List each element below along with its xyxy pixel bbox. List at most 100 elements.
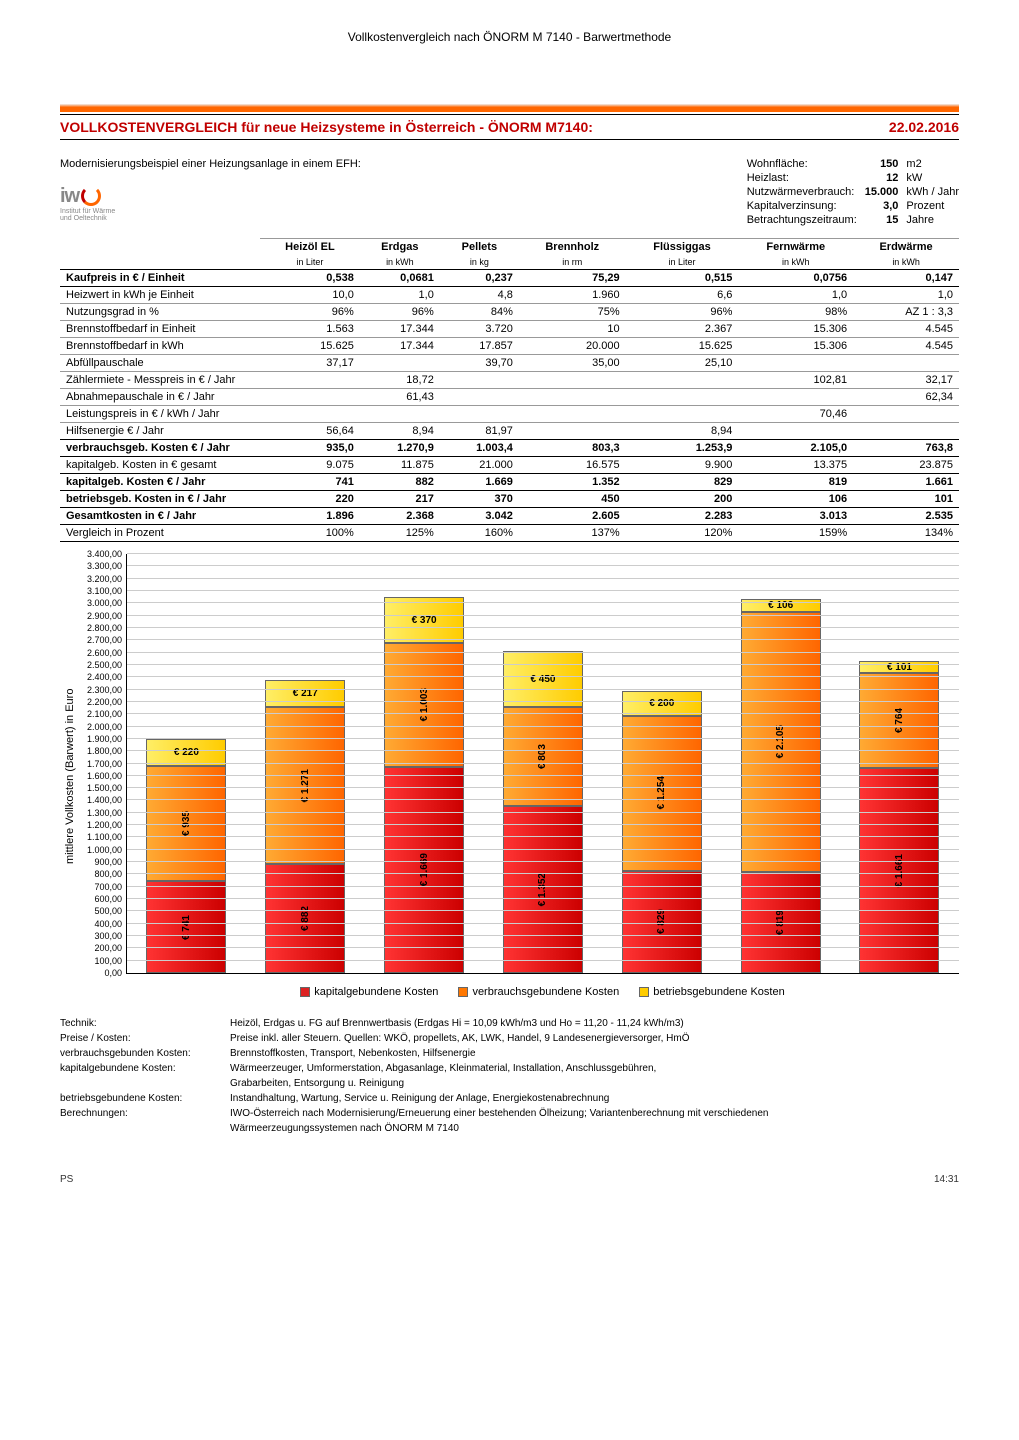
legend-item: verbrauchsgebundene Kosten bbox=[458, 986, 619, 998]
bar-segment-red: € 882 bbox=[265, 864, 345, 973]
note-label bbox=[60, 1123, 220, 1134]
table-cell bbox=[260, 406, 360, 423]
column-unit: in kWh bbox=[360, 255, 440, 270]
title-row: VOLLKOSTENVERGLEICH für neue Heizsysteme… bbox=[60, 114, 959, 140]
table-cell: 1.669 bbox=[440, 474, 519, 491]
grid-line bbox=[127, 726, 959, 727]
note-label: Preise / Kosten: bbox=[60, 1033, 220, 1044]
legend-label: verbrauchsgebundene Kosten bbox=[472, 986, 619, 998]
table-cell: 10,0 bbox=[260, 287, 360, 304]
row-label: Abnahmepauschale in € / Jahr bbox=[60, 389, 260, 406]
row-label: verbrauchsgeb. Kosten € / Jahr bbox=[60, 440, 260, 457]
table-cell: 220 bbox=[260, 491, 360, 508]
table-cell: 2.283 bbox=[626, 508, 739, 525]
table-cell: 11.875 bbox=[360, 457, 440, 474]
bar-value-label: € 450 bbox=[530, 674, 555, 685]
bar-value-label: € 1.003 bbox=[419, 688, 430, 721]
grid-line bbox=[127, 947, 959, 948]
table-cell: 125% bbox=[360, 525, 440, 542]
table-cell: 15.625 bbox=[626, 338, 739, 355]
y-tick-label: 1.700,00 bbox=[72, 759, 122, 769]
bar-segment-orange: € 1.003 bbox=[384, 643, 464, 767]
y-tick-label: 3.400,00 bbox=[72, 549, 122, 559]
bar-value-label: € 370 bbox=[412, 615, 437, 626]
y-tick-label: 2.700,00 bbox=[72, 635, 122, 645]
table-cell: 4,8 bbox=[440, 287, 519, 304]
legend-item: kapitalgebundene Kosten bbox=[300, 986, 438, 998]
y-tick-label: 1.400,00 bbox=[72, 795, 122, 805]
row-label: kapitalgeb. Kosten in € gesamt bbox=[60, 457, 260, 474]
note-label: Berechnungen: bbox=[60, 1108, 220, 1119]
grid-line bbox=[127, 898, 959, 899]
column-unit: in Liter bbox=[626, 255, 739, 270]
table-cell: 75% bbox=[519, 304, 626, 321]
table-cell bbox=[260, 372, 360, 389]
table-cell: 0,538 bbox=[260, 270, 360, 287]
bar-segment-yellow: € 106 bbox=[741, 599, 821, 612]
note-label bbox=[60, 1078, 220, 1089]
y-tick-label: 1.000,00 bbox=[72, 845, 122, 855]
table-cell: 0,147 bbox=[853, 270, 959, 287]
table-cell: 35,00 bbox=[519, 355, 626, 372]
table-cell: 803,3 bbox=[519, 440, 626, 457]
table-cell: 15.306 bbox=[738, 338, 853, 355]
table-cell: 17.344 bbox=[360, 321, 440, 338]
y-tick-label: 2.300,00 bbox=[72, 685, 122, 695]
table-row: Heizwert in kWh je Einheit10,01,04,81.96… bbox=[60, 287, 959, 304]
logo-swirl-icon bbox=[81, 186, 101, 206]
table-cell: 1.253,9 bbox=[626, 440, 739, 457]
bar-value-label: € 200 bbox=[649, 698, 674, 709]
y-tick-label: 3.100,00 bbox=[72, 586, 122, 596]
grid-line bbox=[127, 935, 959, 936]
table-cell: 84% bbox=[440, 304, 519, 321]
table-cell bbox=[360, 406, 440, 423]
table-cell: 0,0756 bbox=[738, 270, 853, 287]
meta-unit: kWh / Jahr bbox=[906, 186, 959, 198]
note-label: verbrauchsgebunden Kosten: bbox=[60, 1048, 220, 1059]
table-cell: 17.857 bbox=[440, 338, 519, 355]
table-cell: 450 bbox=[519, 491, 626, 508]
bar-group: € 1.661€ 764€ 101 bbox=[859, 661, 939, 973]
table-row: Abnahmepauschale in € / Jahr61,4362,34 bbox=[60, 389, 959, 406]
table-cell: 137% bbox=[519, 525, 626, 542]
grid-line bbox=[127, 799, 959, 800]
meta-label: Betrachtungszeitraum: bbox=[747, 214, 857, 226]
meta-value: 15.000 bbox=[865, 186, 899, 198]
table-cell bbox=[626, 389, 739, 406]
bar-value-label: € 1.254 bbox=[656, 776, 667, 809]
grid-line bbox=[127, 861, 959, 862]
grid-line bbox=[127, 627, 959, 628]
grid-line bbox=[127, 824, 959, 825]
meta-label: Wohnfläche: bbox=[747, 158, 857, 170]
table-cell: 15.625 bbox=[260, 338, 360, 355]
grid-line bbox=[127, 750, 959, 751]
bar-group: € 1.669€ 1.003€ 370 bbox=[384, 597, 464, 973]
y-tick-label: 1.300,00 bbox=[72, 808, 122, 818]
table-cell: 1.960 bbox=[519, 287, 626, 304]
column-header: Erdwärme bbox=[853, 239, 959, 256]
note-text: Wärmeerzeuger, Umformerstation, Abgasanl… bbox=[230, 1063, 959, 1074]
grid-line bbox=[127, 910, 959, 911]
legend-swatch-icon bbox=[300, 987, 310, 997]
meta-unit: kW bbox=[906, 172, 959, 184]
table-cell: 100% bbox=[260, 525, 360, 542]
table-cell: 81,97 bbox=[440, 423, 519, 440]
table-cell: 935,0 bbox=[260, 440, 360, 457]
table-cell: 370 bbox=[440, 491, 519, 508]
table-cell: 217 bbox=[360, 491, 440, 508]
logo-subtitle-1: Institut für Wärme bbox=[60, 208, 115, 215]
column-unit: in kWh bbox=[853, 255, 959, 270]
table-cell: 2.535 bbox=[853, 508, 959, 525]
bar-value-label: € 217 bbox=[293, 688, 318, 699]
table-cell: 102,81 bbox=[738, 372, 853, 389]
table-row: Vergleich in Prozent100%125%160%137%120%… bbox=[60, 525, 959, 542]
notes-grid: Technik:Heizöl, Erdgas u. FG auf Brennwe… bbox=[60, 1018, 959, 1134]
row-label: Gesamtkosten in € / Jahr bbox=[60, 508, 260, 525]
meta-row: Modernisierungsbeispiel einer Heizungsan… bbox=[60, 158, 959, 228]
row-label: Kaufpreis in € / Einheit bbox=[60, 270, 260, 287]
row-label: Brennstoffbedarf in kWh bbox=[60, 338, 260, 355]
table-cell: 9.075 bbox=[260, 457, 360, 474]
grid-line bbox=[127, 960, 959, 961]
grid-line bbox=[127, 923, 959, 924]
meta-value: 12 bbox=[865, 172, 899, 184]
